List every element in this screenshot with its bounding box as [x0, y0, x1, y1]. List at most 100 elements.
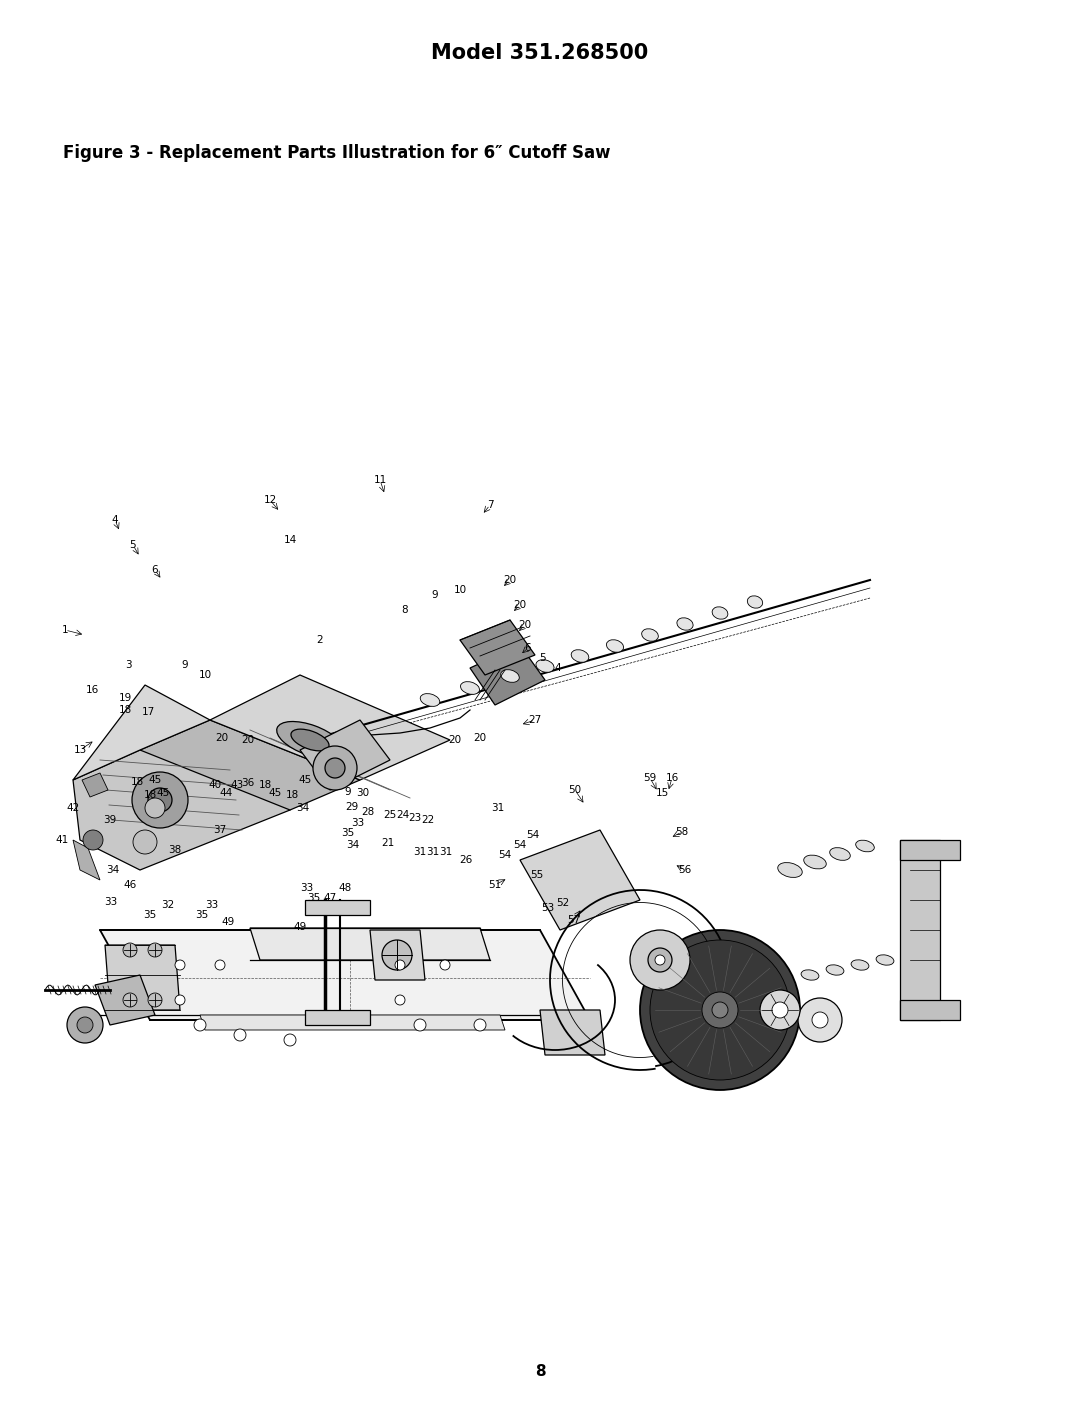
Text: 35: 35	[341, 828, 354, 838]
Circle shape	[654, 955, 665, 965]
Text: 58: 58	[675, 826, 689, 838]
Ellipse shape	[536, 659, 554, 672]
Text: 49: 49	[294, 922, 307, 932]
Circle shape	[474, 1019, 486, 1031]
Text: 24: 24	[396, 810, 409, 819]
Polygon shape	[249, 927, 490, 960]
Text: 2: 2	[316, 636, 323, 645]
Text: 46: 46	[123, 880, 137, 890]
Text: 42: 42	[66, 803, 80, 812]
Circle shape	[395, 995, 405, 1005]
Polygon shape	[100, 930, 590, 1020]
Text: 4: 4	[111, 515, 119, 525]
Circle shape	[284, 1034, 296, 1047]
Circle shape	[650, 940, 789, 1080]
Text: 9: 9	[345, 787, 351, 797]
Text: 10: 10	[454, 585, 467, 595]
Text: 9: 9	[181, 659, 188, 671]
Circle shape	[175, 960, 185, 969]
Ellipse shape	[851, 960, 869, 969]
Circle shape	[215, 960, 225, 969]
Text: 45: 45	[148, 774, 162, 786]
Circle shape	[760, 991, 800, 1030]
Polygon shape	[370, 930, 426, 981]
Polygon shape	[73, 840, 100, 880]
Text: 44: 44	[219, 788, 232, 798]
Polygon shape	[460, 620, 535, 675]
Circle shape	[440, 960, 450, 969]
Text: 55: 55	[530, 870, 543, 880]
Text: 33: 33	[300, 882, 313, 892]
Text: 29: 29	[346, 803, 359, 812]
Circle shape	[630, 930, 690, 991]
Circle shape	[648, 948, 672, 972]
Circle shape	[234, 1028, 246, 1041]
Polygon shape	[73, 716, 300, 870]
Circle shape	[123, 993, 137, 1007]
Ellipse shape	[291, 730, 329, 751]
Circle shape	[148, 943, 162, 957]
Ellipse shape	[747, 596, 762, 607]
Text: 23: 23	[408, 812, 421, 824]
Ellipse shape	[855, 840, 875, 852]
Polygon shape	[900, 840, 960, 860]
Circle shape	[133, 831, 157, 854]
Polygon shape	[95, 975, 156, 1026]
Ellipse shape	[801, 969, 819, 981]
Polygon shape	[470, 645, 545, 704]
Text: 45: 45	[298, 774, 312, 786]
Text: 38: 38	[168, 845, 181, 854]
Text: 34: 34	[296, 803, 310, 812]
Text: 43: 43	[230, 780, 244, 790]
Ellipse shape	[571, 650, 589, 662]
Ellipse shape	[642, 629, 659, 641]
Polygon shape	[900, 840, 940, 1020]
Text: 10: 10	[199, 671, 212, 680]
Polygon shape	[305, 899, 370, 915]
Ellipse shape	[276, 721, 343, 759]
Text: 31: 31	[414, 847, 427, 857]
Text: 51: 51	[488, 880, 501, 890]
Polygon shape	[105, 946, 180, 1010]
Circle shape	[395, 960, 405, 969]
Polygon shape	[82, 773, 108, 797]
Circle shape	[67, 1007, 103, 1042]
Circle shape	[83, 831, 103, 850]
Text: 37: 37	[214, 825, 227, 835]
Ellipse shape	[829, 847, 850, 860]
Text: 41: 41	[55, 835, 69, 845]
Text: 28: 28	[362, 807, 375, 817]
Circle shape	[382, 940, 411, 969]
Ellipse shape	[460, 682, 480, 694]
Text: 54: 54	[513, 840, 527, 850]
Circle shape	[313, 746, 357, 790]
Text: 11: 11	[374, 476, 387, 485]
Text: 18: 18	[144, 790, 157, 800]
Text: 33: 33	[205, 899, 218, 911]
Text: 33: 33	[105, 897, 118, 906]
Text: 45: 45	[268, 788, 282, 798]
Text: 35: 35	[308, 892, 321, 904]
Text: 20: 20	[242, 735, 255, 745]
Text: 20: 20	[503, 575, 516, 585]
Text: 1: 1	[62, 624, 68, 636]
Ellipse shape	[826, 965, 843, 975]
Text: 31: 31	[440, 847, 453, 857]
Text: 19: 19	[119, 693, 132, 703]
Text: 20: 20	[473, 732, 487, 744]
Polygon shape	[210, 675, 450, 780]
Circle shape	[194, 1019, 206, 1031]
Circle shape	[132, 772, 188, 828]
Text: 34: 34	[106, 866, 120, 875]
Circle shape	[148, 788, 172, 812]
Text: 25: 25	[383, 810, 396, 819]
Text: 17: 17	[141, 707, 154, 717]
Ellipse shape	[501, 669, 519, 682]
Text: 30: 30	[356, 788, 369, 798]
Text: 20: 20	[448, 735, 461, 745]
Ellipse shape	[804, 854, 826, 868]
Text: 8: 8	[535, 1365, 545, 1379]
Circle shape	[325, 758, 345, 779]
Text: 27: 27	[528, 716, 542, 725]
Text: 45: 45	[157, 788, 170, 798]
